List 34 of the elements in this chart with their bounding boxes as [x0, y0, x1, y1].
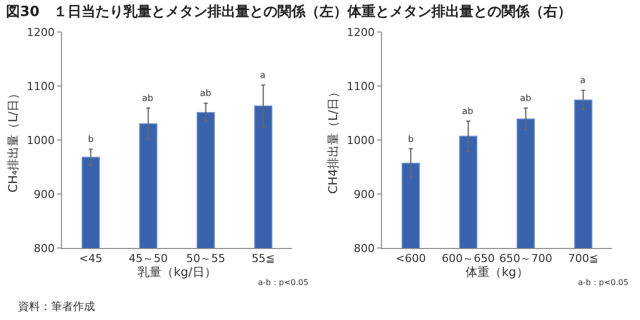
annotation: ab	[520, 94, 532, 104]
y-tick-label: 1100	[346, 80, 375, 93]
y-tick-label: 800	[354, 242, 375, 255]
annotation: ab	[142, 94, 154, 104]
y-tick-label: 900	[354, 188, 375, 201]
y-tick-label: 1000	[26, 134, 55, 147]
x-axis-title: 乳量（kg/日）	[138, 265, 216, 280]
y-tick-label: 1100	[26, 80, 55, 93]
x-tick-label: <600	[396, 252, 426, 266]
text: 資料：筆者作成	[18, 300, 95, 313]
annotation: b	[88, 135, 94, 145]
x-axis-title: 体重（kg）	[466, 265, 528, 280]
y-tick-label: 900	[34, 188, 55, 201]
annotation: ab	[462, 107, 474, 117]
x-tick-label: <45	[79, 252, 102, 266]
annotation: b	[408, 135, 414, 145]
text: a-b：p<0.05	[258, 278, 308, 287]
y-tick-label: 800	[34, 242, 55, 255]
annotation: ab	[200, 89, 212, 99]
x-tick-label: 700≦	[568, 252, 598, 266]
x-tick-label: 600～650	[442, 252, 495, 266]
x-tick-label: 55≦	[252, 252, 275, 266]
annotation: a	[580, 76, 586, 86]
x-tick-label: 45～50	[128, 252, 168, 266]
text: a-b：p<0.05	[578, 278, 628, 287]
x-tick-label: 50～55	[186, 252, 226, 266]
y-axis-title: CH4排出量（L/日）	[326, 86, 340, 194]
y-axis-title: CH₄排出量（L/日）	[6, 88, 20, 192]
y-tick-label: 1200	[26, 26, 55, 39]
y-tick-label: 1000	[346, 134, 375, 147]
chart-title: 図30 １日当たり乳量とメタン排出量との関係（左）体重とメタン排出量との関係（右）	[5, 3, 572, 22]
x-tick-label: 650～700	[499, 252, 552, 266]
y-tick-label: 1200	[346, 26, 375, 39]
annotation: a	[260, 71, 266, 81]
